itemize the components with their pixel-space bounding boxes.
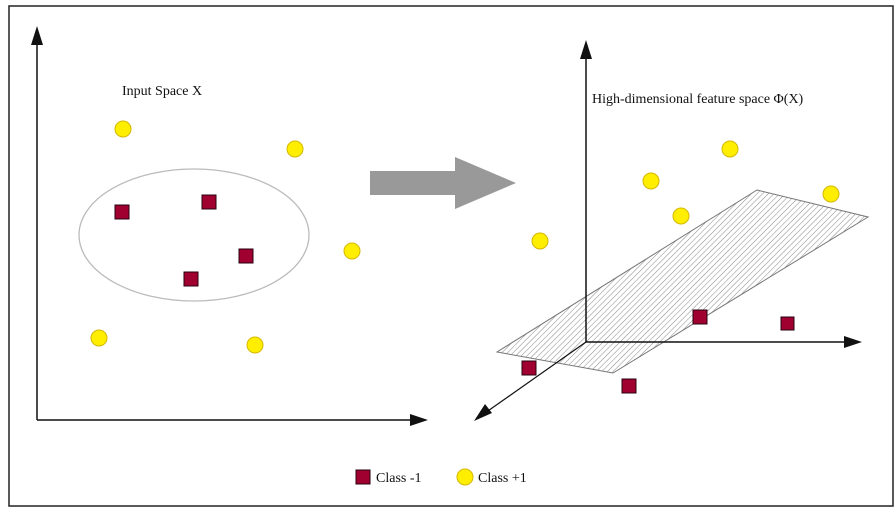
class-plus1-point bbox=[90, 329, 108, 347]
class-boundary-ellipse bbox=[78, 168, 310, 302]
separating-hyperplane bbox=[495, 189, 870, 374]
class-plus1-point bbox=[822, 185, 840, 203]
input-class-plus1-points bbox=[90, 120, 361, 354]
input-x-axis-arrowhead bbox=[410, 414, 428, 426]
mapping-arrow bbox=[370, 157, 516, 209]
legend-class-minus1-label: Class -1 bbox=[376, 471, 422, 486]
input-space-title: Input Space X bbox=[122, 84, 202, 99]
legend-class-plus1-swatch bbox=[456, 468, 474, 486]
feature-space-title: High-dimensional feature space Φ(X) bbox=[592, 92, 804, 107]
legend-class-plus1-label: Class +1 bbox=[478, 471, 527, 486]
feature-y-axis bbox=[484, 341, 587, 414]
class-plus1-point bbox=[343, 242, 361, 260]
input-space-panel: Input Space X bbox=[31, 26, 428, 426]
class-plus1-point bbox=[114, 120, 132, 138]
feature-y-axis-arrowhead bbox=[474, 404, 492, 421]
class-minus1-point bbox=[183, 271, 199, 287]
class-minus1-point bbox=[692, 309, 708, 325]
class-plus1-point bbox=[642, 172, 660, 190]
figure-frame bbox=[8, 5, 894, 507]
legend-class-minus1-swatch bbox=[355, 469, 371, 485]
class-minus1-point bbox=[201, 194, 217, 210]
input-y-axis-arrowhead bbox=[31, 26, 43, 45]
feature-class-plus1-points bbox=[531, 140, 840, 250]
class-plus1-point bbox=[531, 232, 549, 250]
class-plus1-point bbox=[721, 140, 739, 158]
class-minus1-point bbox=[114, 204, 130, 220]
class-plus1-point bbox=[672, 207, 690, 225]
input-class-minus1-points bbox=[114, 194, 254, 287]
feature-x-axis-arrowhead bbox=[844, 336, 862, 348]
class-plus1-point bbox=[286, 140, 304, 158]
feature-z-axis-arrowhead bbox=[580, 40, 592, 59]
class-plus1-point bbox=[246, 336, 264, 354]
feature-class-minus1-points bbox=[521, 309, 795, 394]
feature-space-panel: High-dimensional feature space Φ(X) bbox=[474, 40, 870, 421]
class-minus1-point bbox=[521, 360, 537, 376]
class-minus1-point bbox=[621, 378, 637, 394]
class-minus1-point bbox=[780, 316, 795, 331]
legend: Class -1 Class +1 bbox=[355, 468, 527, 486]
class-minus1-point bbox=[238, 248, 254, 264]
